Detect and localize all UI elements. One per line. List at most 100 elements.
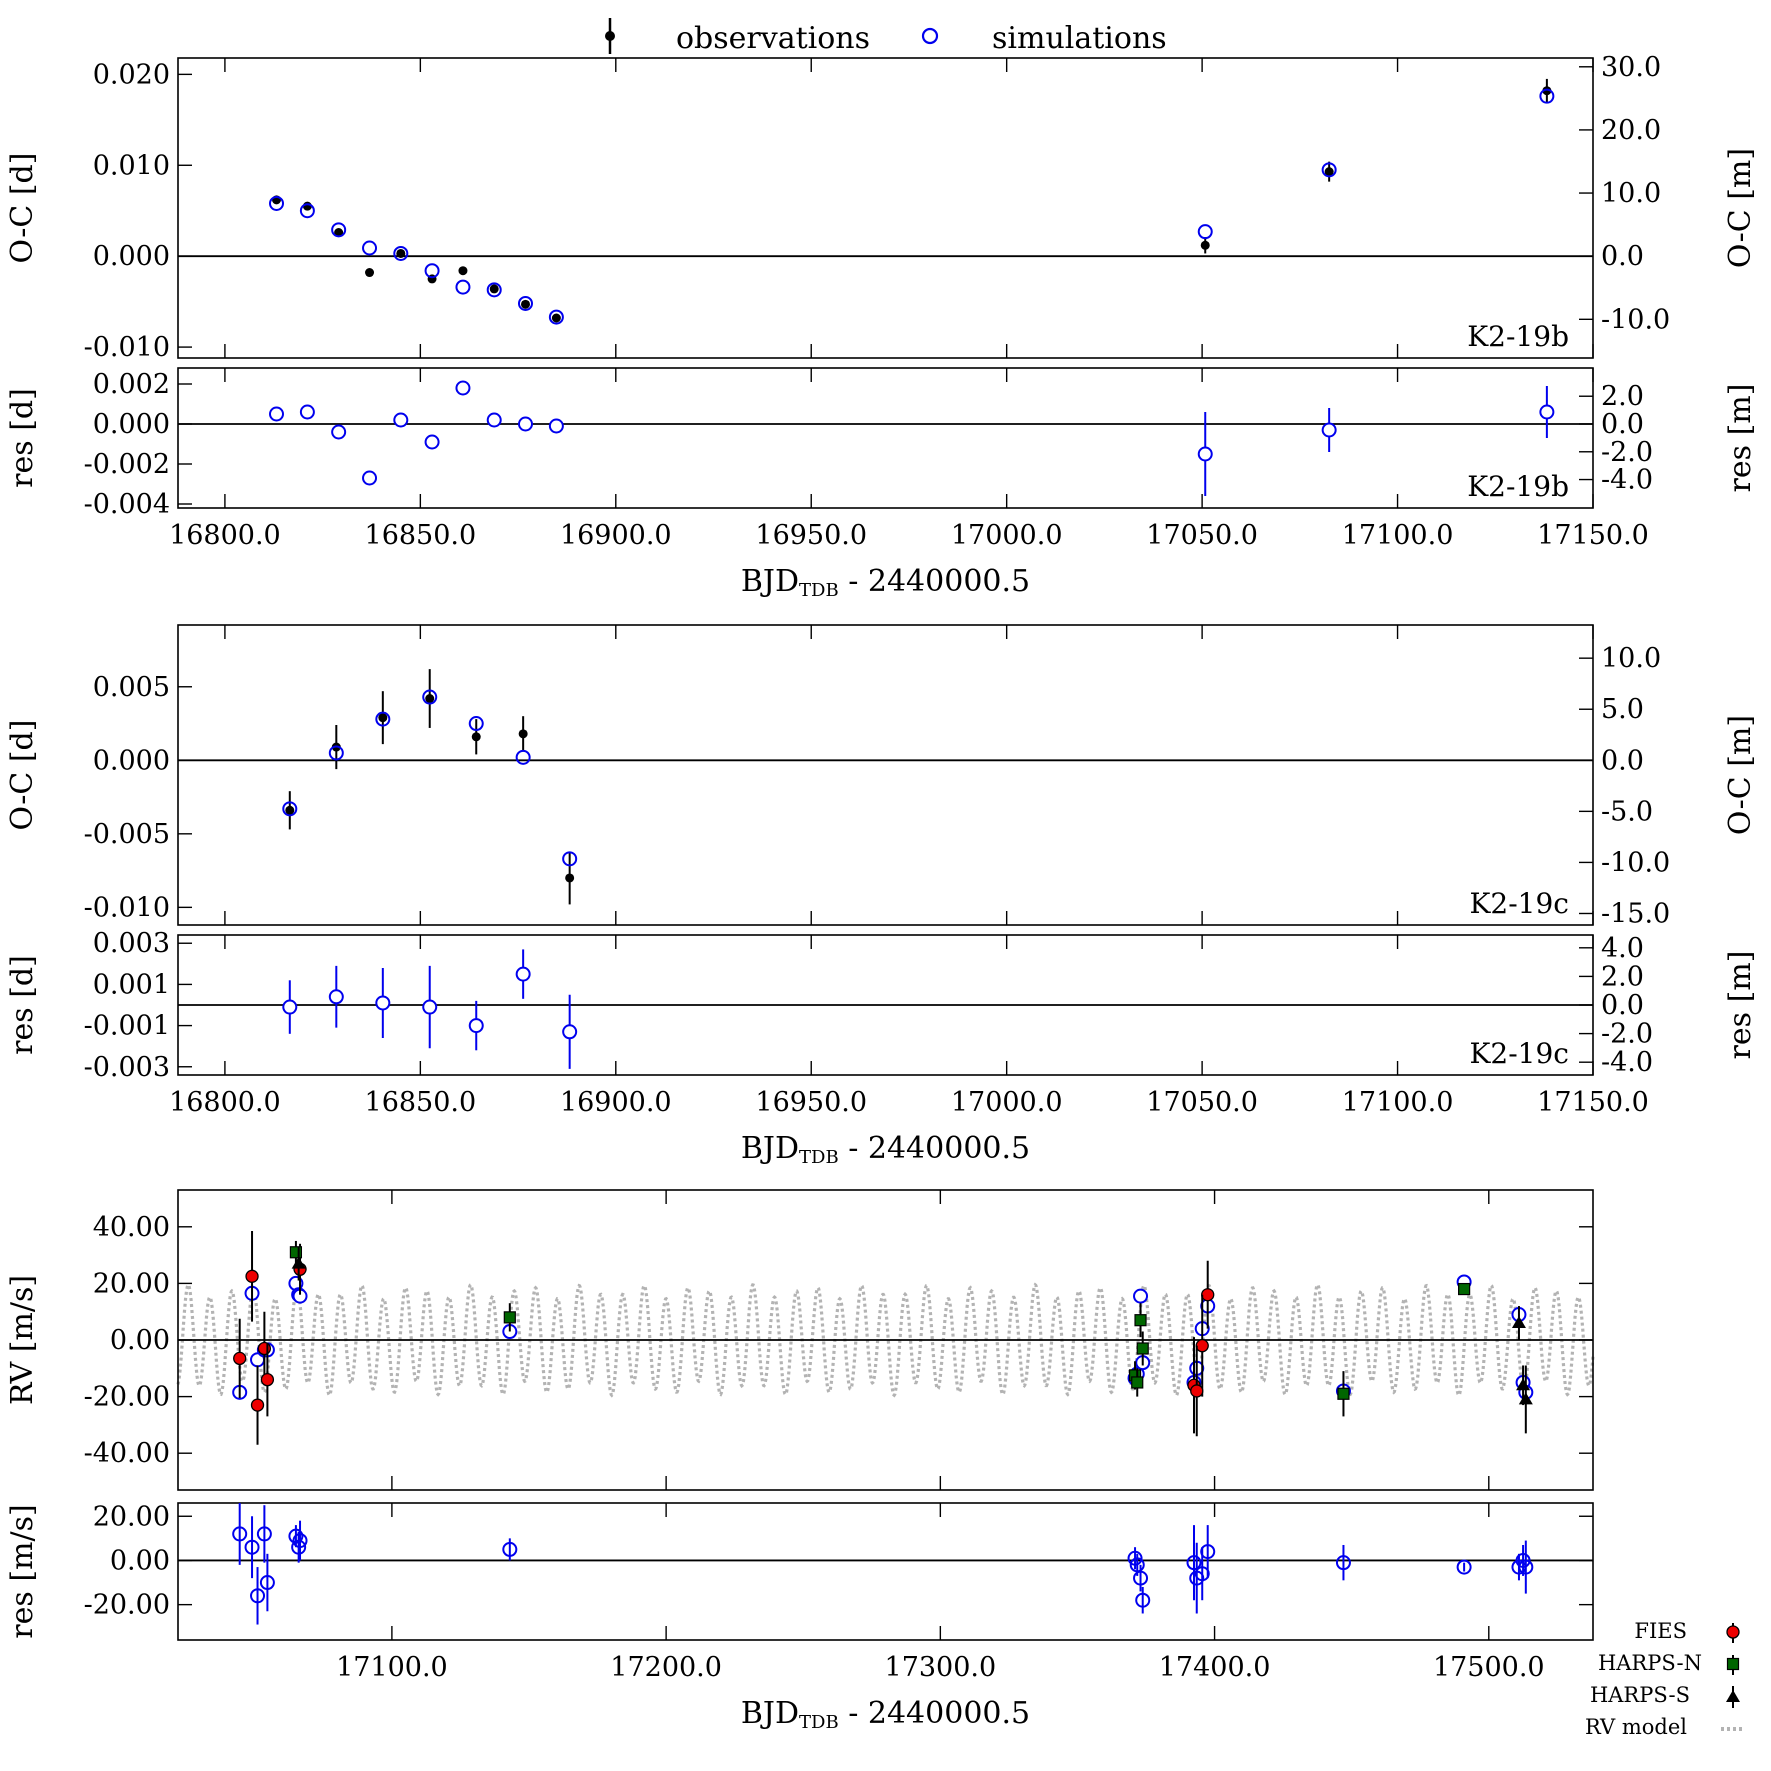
panel-oc_b: 0.020 0.010 0.000 -0.010 30.0 20.0 10.0 0.0 -10.… <box>5 52 1758 363</box>
fies-point <box>257 1341 272 1356</box>
sim-point <box>486 282 502 298</box>
legend-observations-marker <box>605 18 615 54</box>
xtick-label-res_c: 16800.0 <box>169 1087 281 1118</box>
xtick-label-res_b: 17100.0 <box>1342 520 1454 551</box>
obs-point <box>378 713 388 723</box>
panel-oc_c: 0.005 0.000 -0.005 -0.010 10.0 5.0 0.0 -5.0 -10.… <box>5 624 1758 929</box>
harps-n-point <box>1131 1376 1144 1389</box>
res-point <box>282 999 298 1015</box>
rv-res-point <box>1135 1592 1151 1608</box>
sim-point <box>328 745 344 761</box>
res-point <box>517 416 533 432</box>
xtick-label-res_c: 17100.0 <box>1342 1087 1454 1118</box>
harps-n-point <box>1337 1387 1350 1400</box>
obs-point <box>365 268 375 278</box>
obs-point <box>551 313 561 323</box>
sim-point <box>299 203 315 219</box>
rv-res-point <box>1129 1557 1145 1573</box>
ytick-label-res_b: 0.002 <box>93 369 170 400</box>
obs-point <box>334 228 344 238</box>
xtick-label-rv_res: 17300.0 <box>885 1652 997 1683</box>
legend-fies-marker <box>1726 1623 1740 1643</box>
ylabel-rv_res: res [m/s] <box>5 1504 40 1638</box>
rv-res-point <box>1186 1555 1202 1571</box>
rv-res-point <box>1335 1555 1351 1571</box>
sim-point <box>362 240 378 256</box>
obs-point <box>520 299 530 309</box>
ytick-label-oc_c: -0.005 <box>84 819 170 850</box>
panel-rv: 40.00 20.00 0.00 -20.00 -40.00 RV [m/s] <box>5 1189 1594 1491</box>
ytick-right-label-res_b: 2.0 <box>1601 381 1644 412</box>
sim-point <box>269 195 285 211</box>
xtick-label-res_c: 17050.0 <box>1146 1087 1258 1118</box>
ytick-right-label-oc_b: 10.0 <box>1601 178 1661 209</box>
res-point <box>1539 404 1555 420</box>
rv-res-point <box>1127 1550 1143 1566</box>
ytick-label-rv: 40.00 <box>93 1212 170 1243</box>
ytick-label-rv: 0.00 <box>110 1325 170 1356</box>
rv-res-point <box>1515 1552 1531 1568</box>
legend-harps-s-label: HARPS-S <box>1590 1683 1690 1707</box>
sim-point <box>468 716 484 732</box>
sim-point <box>331 222 347 238</box>
ylabel-res_c: res [d] <box>5 955 40 1055</box>
legend-simulations-marker <box>921 27 939 45</box>
legend-harps-s-marker <box>1726 1686 1740 1708</box>
xlabel-rest: - 2440000.5 <box>839 564 1030 599</box>
ytick-right-label-oc_c: -10.0 <box>1601 847 1670 878</box>
ytick-right-label-res_c: -4.0 <box>1601 1047 1653 1078</box>
rv-res-point <box>256 1526 272 1542</box>
legend-rv-model-label: RV model <box>1585 1715 1687 1739</box>
res-point <box>362 470 378 486</box>
rv-res-point <box>1200 1544 1216 1560</box>
xtick-label-res_c: 16950.0 <box>755 1087 867 1118</box>
xlabel-rest: - 2440000.5 <box>839 1131 1030 1166</box>
ytick-right-label-res_c: -2.0 <box>1601 1019 1653 1050</box>
ytick-label-oc_b: -0.010 <box>84 332 170 363</box>
xlabel-res_b: BJDTDB - 2440000.5 <box>741 564 1030 601</box>
ytick-label-res_c: 0.001 <box>93 969 170 1000</box>
ytick-right-label-oc_b: -10.0 <box>1601 304 1670 335</box>
fies-point <box>1201 1288 1215 1302</box>
res-point <box>328 989 344 1005</box>
planet-label-res_b: K2-19b <box>1467 470 1569 503</box>
ytick-right-label-oc_c: 0.0 <box>1601 745 1644 776</box>
planet-label-res_c: K2-19c <box>1469 1037 1569 1070</box>
harps-n-point <box>503 1311 516 1324</box>
rv-model-curve <box>176 1282 1595 1398</box>
ytick-right-label-res_c: 4.0 <box>1601 933 1644 964</box>
rv-res-point <box>1194 1566 1210 1582</box>
xlabel-main: BJD <box>741 564 799 599</box>
sim-point <box>375 711 391 727</box>
obs-point <box>471 732 481 742</box>
res-point <box>269 406 285 422</box>
res-point <box>299 404 315 420</box>
ytick-label-rv_res: -20.00 <box>84 1590 170 1621</box>
panel-res_c: 0.003 0.001 -0.001 -0.003 4.02.00.0-2.0-4.0 r… <box>5 928 1758 1168</box>
ylabel-rv: RV [m/s] <box>5 1275 40 1405</box>
fies-point <box>250 1398 265 1412</box>
ytick-right-label-oc_c: -5.0 <box>1601 796 1653 827</box>
xlabel-rv_res: BJDTDB - 2440000.5 <box>741 1696 1030 1733</box>
obs-point <box>1200 240 1210 250</box>
res-point <box>548 418 564 434</box>
xtick-label-rv_res: 17400.0 <box>1159 1652 1271 1683</box>
legend-harps-n-marker <box>1726 1655 1740 1675</box>
rv-res-point <box>1518 1559 1534 1575</box>
res-point <box>393 412 409 428</box>
ytick-right-label-oc_c: -15.0 <box>1601 898 1670 929</box>
ytick-label-oc_c: 0.000 <box>93 745 170 776</box>
ytick-label-res_b: -0.002 <box>84 449 170 480</box>
plot-frame-oc_c <box>177 624 1594 926</box>
rv-res-point <box>292 1533 308 1549</box>
sim-point <box>424 263 440 279</box>
xtick-label-rv_res: 17100.0 <box>336 1652 448 1683</box>
obs-point <box>1542 86 1552 96</box>
res-point <box>1197 446 1213 462</box>
xtick-label-res_c: 17150.0 <box>1537 1087 1649 1118</box>
ylabel-oc_b: O-C [d] <box>5 153 40 264</box>
xlabel-sub: TDB <box>799 1147 839 1168</box>
xtick-label-res_b: 17150.0 <box>1537 520 1649 551</box>
ytick-right-label-res_c: 0.0 <box>1601 990 1644 1021</box>
